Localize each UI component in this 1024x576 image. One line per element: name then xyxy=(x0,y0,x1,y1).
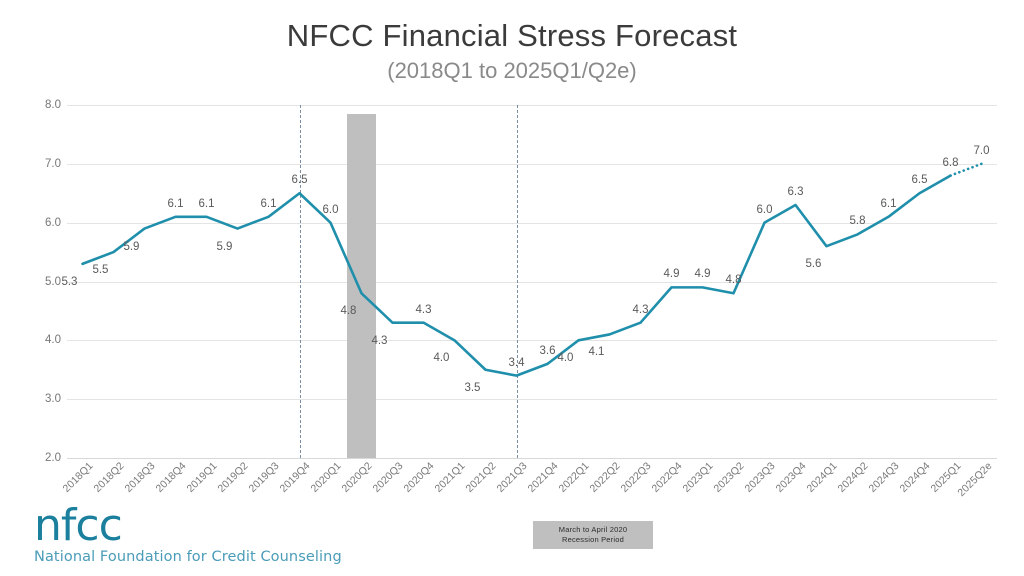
data-point-label: 5.9 xyxy=(216,240,233,253)
data-point-label: 6.1 xyxy=(198,197,215,210)
series-line xyxy=(81,162,983,377)
y-axis-tick: 4.0 xyxy=(45,334,61,347)
page-title: NFCC Financial Stress Forecast xyxy=(286,18,738,53)
series-solid-segment xyxy=(81,174,952,377)
recession-band xyxy=(347,113,376,458)
peak-marker xyxy=(299,105,301,458)
data-point-label: 4.3 xyxy=(632,303,649,316)
data-point-label: 4.9 xyxy=(663,268,680,281)
data-point-label: 5.9 xyxy=(123,240,140,253)
logo-wordmark: nfcc xyxy=(34,500,123,551)
data-point-label: 6.3 xyxy=(787,186,804,199)
trough-marker xyxy=(516,105,518,458)
recession-legend-line1: March to April 2020 xyxy=(558,524,628,534)
y-axis-tick: 3.0 xyxy=(45,393,61,406)
data-point-label: 6.8 xyxy=(942,156,959,169)
data-point-label: 6.5 xyxy=(911,174,928,187)
series-forecast-segment xyxy=(949,162,983,177)
data-point-label: 6.0 xyxy=(322,203,339,216)
data-point-label: 4.1 xyxy=(588,346,605,359)
recession-legend-line2: Recession Period xyxy=(562,535,624,544)
data-point-label: 4.8 xyxy=(725,274,742,287)
gridline xyxy=(67,281,997,283)
data-point-label: 5.8 xyxy=(849,215,866,228)
data-point-label: 6.1 xyxy=(167,197,184,210)
data-point-label: 4.3 xyxy=(415,303,432,316)
data-point-label: 6.1 xyxy=(260,197,277,210)
data-point-label: 3.5 xyxy=(464,381,481,394)
gridline xyxy=(67,163,997,165)
data-point-label: 3.6 xyxy=(539,344,556,357)
data-point-label: 6.1 xyxy=(880,197,897,210)
nfcc-logo: nfcc National Foundation for Credit Coun… xyxy=(34,500,342,566)
gridline xyxy=(67,399,997,401)
data-point-label: 4.3 xyxy=(371,334,388,347)
data-point-label: 6.0 xyxy=(756,203,773,216)
y-axis-tick: 5.0 xyxy=(45,275,61,288)
gridline xyxy=(67,105,997,106)
y-axis-tick: 6.0 xyxy=(45,216,61,229)
data-point-label: 3.4 xyxy=(508,356,525,369)
recession-legend: March to April 2020 Recession Period xyxy=(533,521,653,549)
data-point-label: 4.0 xyxy=(433,352,450,365)
data-point-label: 6.5 xyxy=(291,174,308,187)
chart-subtitle: (2018Q1 to 2025Q1/Q2e) xyxy=(387,58,637,83)
gridline xyxy=(67,458,997,459)
data-point-label: 4.9 xyxy=(694,268,711,281)
logo-tagline: National Foundation for Credit Counselin… xyxy=(34,549,342,565)
y-axis-tick: 2.0 xyxy=(45,452,61,464)
data-point-label: 4.0 xyxy=(557,352,574,365)
gridline xyxy=(67,340,997,342)
data-point-label: 5.3 xyxy=(61,275,78,288)
y-axis-tick: 8.0 xyxy=(45,99,61,111)
chart-plot-area: 8.0 7.0 6.0 5.0 4.0 3.0 2.0 5.3 5.5 5.9 6.1 6.1 5.9… xyxy=(45,99,997,464)
data-point-label: 5.6 xyxy=(805,258,822,271)
data-point-label: 7.0 xyxy=(973,144,990,157)
data-point-label: 4.8 xyxy=(340,305,357,318)
y-axis-tick: 7.0 xyxy=(45,157,61,170)
gridline xyxy=(67,222,997,224)
data-point-label: 5.5 xyxy=(92,264,109,277)
